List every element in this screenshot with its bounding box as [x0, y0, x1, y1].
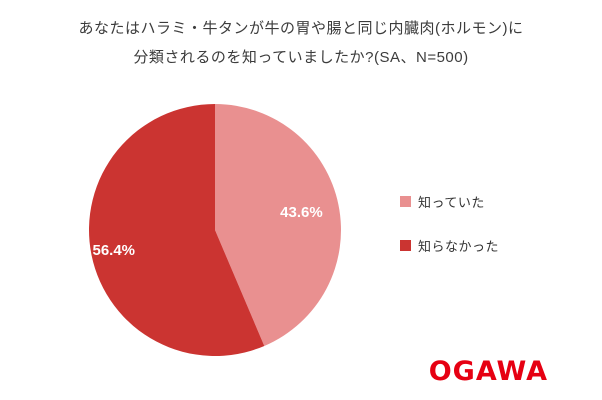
legend: 知っていた 知らなかった [400, 192, 499, 255]
legend-item-knew: 知っていた [400, 192, 499, 211]
logo: OGAWA [428, 356, 548, 387]
pie-slice-0 [215, 104, 341, 346]
legend-label-did-not-know: 知らなかった [418, 239, 500, 254]
pie-value-label-1: 56.4% [92, 242, 135, 259]
legend-swatch-knew [400, 196, 411, 207]
pie-slice-1 [88, 104, 265, 356]
chart-title: あなたはハラミ・牛タンが牛の胃や腸と同じ内臓肉(ホルモン)に 分類されるのを知っ… [0, 14, 602, 72]
pie-value-label-0: 43.6% [280, 204, 323, 221]
chart-title-line2: 分類されるのを知っていましたか?(SA、N=500) [133, 49, 469, 66]
legend-label-knew: 知っていた [418, 195, 485, 210]
legend-swatch-did-not-know [400, 240, 411, 251]
pie-chart-area: 43.6% 56.4% [85, 100, 345, 360]
legend-item-did-not-know: 知らなかった [400, 236, 499, 255]
pie-chart: 43.6% 56.4% [88, 104, 341, 356]
chart-title-line1: あなたはハラミ・牛タンが牛の胃や腸と同じ内臓肉(ホルモン)に [78, 20, 524, 37]
